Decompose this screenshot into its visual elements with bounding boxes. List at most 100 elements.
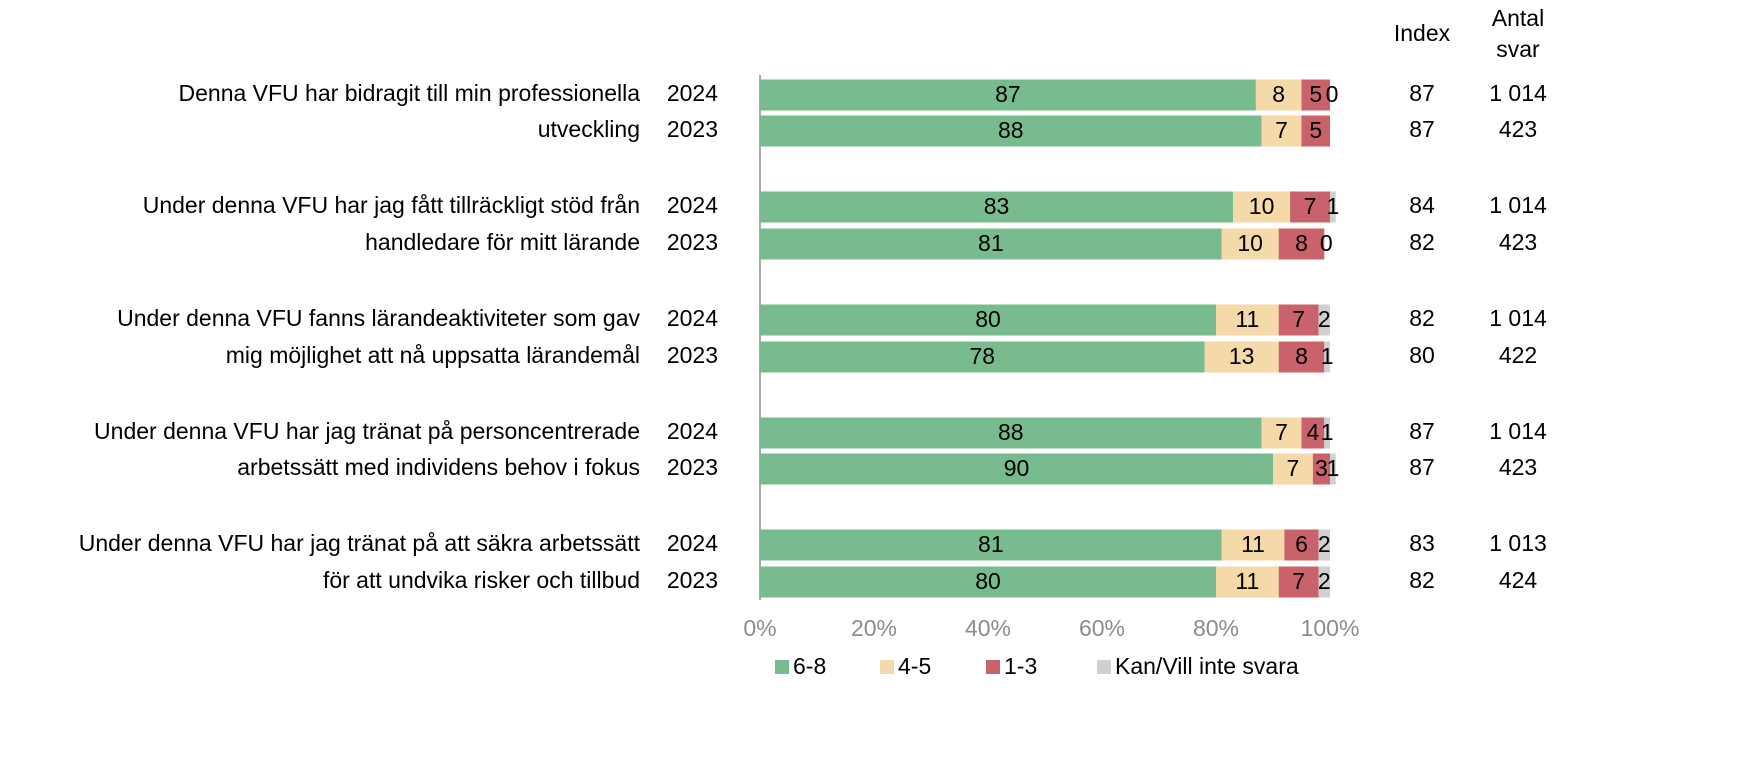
data-label: 0 xyxy=(1326,81,1339,107)
data-label: 10 xyxy=(1249,193,1275,219)
bar-segment xyxy=(1216,304,1279,336)
y-tick-label: 2023 xyxy=(667,342,718,368)
count-value: 1 014 xyxy=(1489,305,1547,331)
count-value: 1 013 xyxy=(1489,530,1547,556)
y-tick-label: 2024 xyxy=(667,530,718,556)
legend-swatch xyxy=(880,660,894,674)
row-label: handledare för mitt lärande xyxy=(365,229,640,255)
bar-segment xyxy=(760,304,1216,336)
legend-label: Kan/Vill inte svara xyxy=(1115,653,1299,679)
data-label: 80 xyxy=(975,306,1001,332)
index-header: Index xyxy=(1394,20,1451,46)
bar-segment xyxy=(1312,453,1330,485)
bar-segment xyxy=(1221,228,1279,260)
bar-segment xyxy=(760,453,1273,485)
legend-swatch xyxy=(1097,660,1111,674)
data-label: 83 xyxy=(984,193,1010,219)
row-label: Under denna VFU har jag tränat på person… xyxy=(94,418,640,444)
bar-segment xyxy=(760,341,1205,373)
data-label: 1 xyxy=(1326,193,1339,219)
row-label: arbetssätt med individens behov i fokus xyxy=(237,454,640,480)
count-value: 422 xyxy=(1499,342,1537,368)
bar-segment xyxy=(1284,529,1319,561)
data-label: 7 xyxy=(1275,419,1288,445)
legend-swatch xyxy=(986,660,1000,674)
legend-swatch xyxy=(775,660,789,674)
x-tick-label: 40% xyxy=(965,615,1011,641)
index-value: 87 xyxy=(1409,116,1435,142)
bar-segment xyxy=(1221,529,1285,561)
data-label: 1 xyxy=(1321,343,1334,369)
count-value: 423 xyxy=(1499,454,1537,480)
bar-segment xyxy=(760,191,1234,223)
index-value: 82 xyxy=(1409,305,1435,331)
data-label: 88 xyxy=(998,419,1024,445)
y-tick-label: 2024 xyxy=(667,418,718,444)
bar-segment xyxy=(1324,341,1330,373)
bar-segment xyxy=(760,228,1222,260)
data-label: 81 xyxy=(978,531,1004,557)
bar-segment xyxy=(1278,341,1325,373)
index-value: 80 xyxy=(1409,342,1435,368)
count-value: 1 014 xyxy=(1489,80,1547,106)
bar-segment xyxy=(1318,529,1330,561)
bar-segment xyxy=(1255,79,1302,111)
data-label: 1 xyxy=(1321,419,1334,445)
index-value: 87 xyxy=(1409,80,1435,106)
data-label: 7 xyxy=(1304,193,1317,219)
bar-segment xyxy=(1278,566,1319,598)
data-label: 6 xyxy=(1295,531,1308,557)
data-label: 0 xyxy=(1320,230,1333,256)
legend-label: 1-3 xyxy=(1004,653,1037,679)
bar-segment xyxy=(1204,341,1279,373)
data-label: 78 xyxy=(970,343,996,369)
bar-segment xyxy=(1318,304,1330,336)
data-label: 8 xyxy=(1295,230,1308,256)
data-label: 87 xyxy=(995,81,1021,107)
bar-segment xyxy=(1301,79,1330,111)
data-label: 3 xyxy=(1315,455,1328,481)
count-value: 424 xyxy=(1499,567,1538,593)
x-tick-label: 0% xyxy=(743,615,776,641)
index-value: 84 xyxy=(1409,192,1435,218)
data-label: 88 xyxy=(998,117,1024,143)
bar-segment xyxy=(1330,191,1336,223)
bar-segment xyxy=(760,529,1222,561)
count-value: 1 014 xyxy=(1489,192,1547,218)
data-label: 1 xyxy=(1326,455,1339,481)
index-value: 87 xyxy=(1409,418,1435,444)
index-value: 82 xyxy=(1409,229,1435,255)
count-value: 1 014 xyxy=(1489,418,1547,444)
bar-segment xyxy=(1301,417,1325,449)
legend-label: 6-8 xyxy=(793,653,826,679)
bar-segment xyxy=(1261,115,1302,147)
data-label: 5 xyxy=(1309,117,1322,143)
y-tick-label: 2024 xyxy=(667,305,718,331)
data-label: 10 xyxy=(1237,230,1263,256)
count-header: svar xyxy=(1496,36,1540,62)
x-tick-label: 20% xyxy=(851,615,897,641)
bar-segment xyxy=(760,417,1262,449)
data-label: 2 xyxy=(1318,306,1331,332)
bar-segment xyxy=(1290,191,1330,223)
bar-segment xyxy=(760,79,1256,111)
row-label: Denna VFU har bidragit till min professi… xyxy=(179,80,641,106)
y-tick-label: 2023 xyxy=(667,229,718,255)
index-value: 87 xyxy=(1409,454,1435,480)
index-value: 83 xyxy=(1409,530,1435,556)
count-header: Antal xyxy=(1492,5,1544,31)
data-label: 7 xyxy=(1287,455,1300,481)
row-label: utveckling xyxy=(538,116,640,142)
data-label: 7 xyxy=(1275,117,1288,143)
data-label: 13 xyxy=(1229,343,1255,369)
row-label: för att undvika risker och tillbud xyxy=(323,567,640,593)
bar-segment xyxy=(1261,417,1302,449)
bar-segment xyxy=(1301,115,1330,147)
x-tick-label: 100% xyxy=(1301,615,1360,641)
count-value: 423 xyxy=(1499,229,1537,255)
y-tick-label: 2023 xyxy=(667,116,718,142)
data-label: 90 xyxy=(1004,455,1030,481)
x-tick-label: 60% xyxy=(1079,615,1125,641)
bar-segment xyxy=(1273,453,1313,485)
index-value: 82 xyxy=(1409,567,1435,593)
